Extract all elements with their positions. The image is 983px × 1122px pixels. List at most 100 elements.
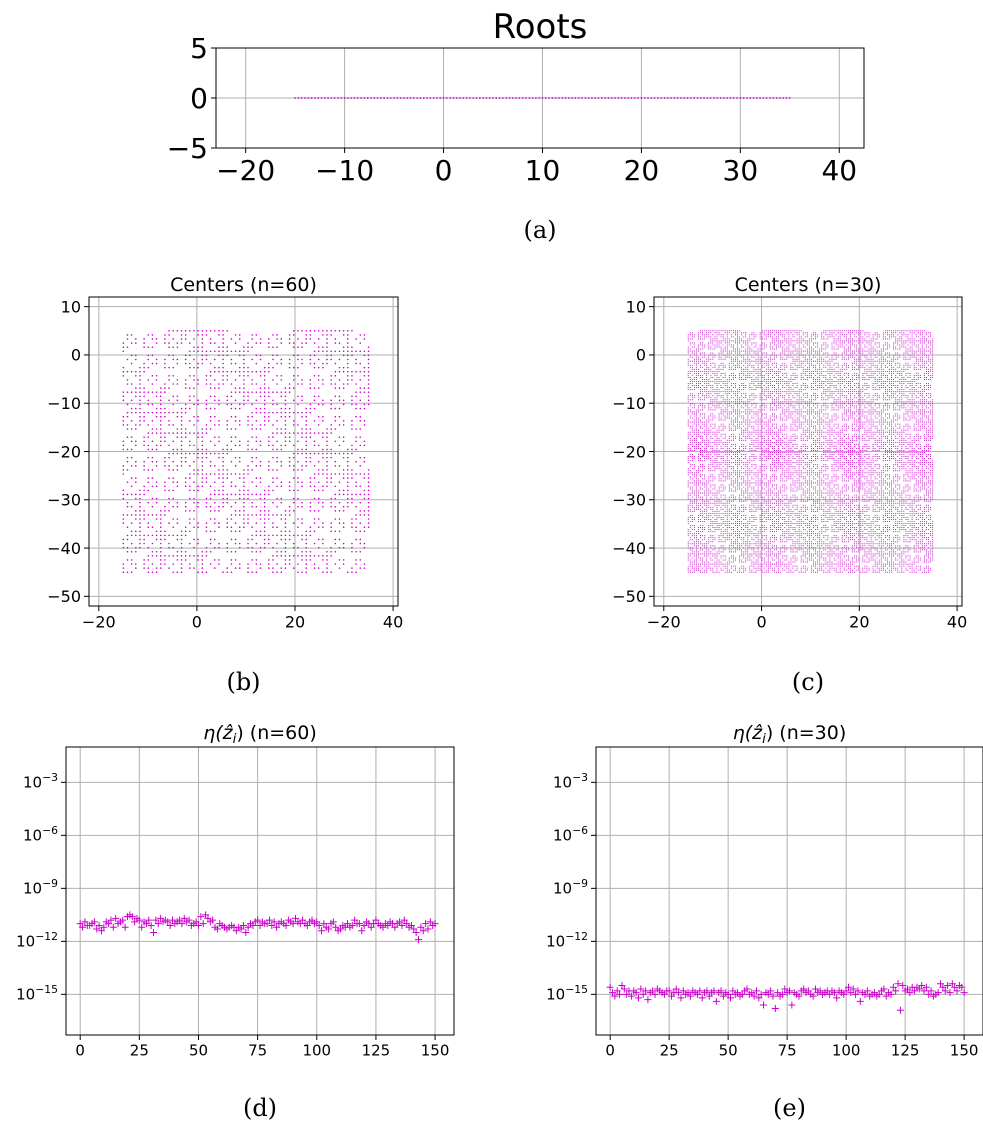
data-point [213, 407, 216, 410]
data-point [359, 379, 362, 381]
data-point [741, 462, 743, 464]
data-point [591, 97, 593, 99]
data-point [218, 387, 220, 389]
data-point [704, 571, 706, 573]
data-point [297, 563, 299, 565]
chart-title: Centers (n=60) [170, 274, 317, 296]
data-point [710, 551, 712, 553]
data-point [728, 551, 730, 553]
data-point [689, 425, 691, 427]
data-point [710, 559, 712, 561]
data-point [747, 419, 749, 421]
data-point [691, 490, 693, 492]
data-point [726, 399, 728, 401]
data-point [736, 533, 739, 535]
data-point [699, 449, 702, 452]
data-point [710, 423, 712, 425]
data-point [693, 423, 695, 425]
data-point [238, 424, 241, 426]
data-point [697, 447, 700, 450]
data-point [462, 97, 465, 99]
data-point [704, 346, 706, 348]
data-point [255, 514, 258, 516]
data-point [710, 496, 712, 498]
data-point [255, 354, 258, 357]
data-point [714, 470, 716, 472]
data-point [712, 395, 714, 397]
data-point [691, 441, 693, 443]
data-point [704, 555, 706, 557]
data-point [432, 97, 435, 99]
data-point [230, 362, 233, 365]
data-point [743, 508, 745, 510]
data-point [168, 346, 170, 348]
data-point [722, 559, 724, 561]
data-point [710, 401, 712, 403]
data-point [730, 366, 732, 368]
data-point [351, 379, 353, 381]
data-point [726, 382, 728, 385]
data-point [139, 534, 141, 537]
data-point [753, 557, 755, 559]
data-point [710, 399, 712, 401]
data-point [176, 538, 179, 541]
data-point [699, 370, 702, 372]
data-point [736, 453, 739, 456]
data-point [759, 456, 761, 458]
data-point [706, 393, 708, 395]
data-point [718, 401, 720, 403]
data-point [702, 405, 704, 407]
data-point [704, 330, 706, 332]
data-point [751, 421, 753, 423]
data-point [697, 445, 700, 447]
data-point [155, 550, 158, 553]
data-point [753, 364, 755, 366]
data-point [720, 378, 722, 381]
data-point [724, 460, 726, 462]
data-point [710, 348, 712, 350]
data-point [728, 391, 730, 393]
data-point [736, 423, 739, 425]
data-point [201, 448, 204, 451]
data-point [689, 464, 691, 466]
data-point [333, 97, 336, 99]
data-point [355, 428, 357, 430]
data-point [726, 537, 728, 539]
data-point [351, 375, 353, 377]
data-point [728, 478, 730, 480]
data-point [720, 447, 722, 450]
data-point [718, 449, 720, 452]
data-point [416, 97, 419, 99]
data-point [745, 350, 747, 352]
data-point [301, 358, 303, 361]
data-point [363, 489, 366, 492]
data-point [759, 338, 761, 340]
data-point [259, 424, 262, 426]
data-point [734, 411, 737, 413]
data-point [732, 350, 734, 352]
data-point [330, 481, 332, 483]
data-point [363, 444, 366, 447]
data-point [736, 468, 739, 470]
data-point [749, 567, 751, 569]
data-point [734, 480, 737, 482]
data-point [263, 415, 266, 418]
data-point [730, 456, 732, 458]
data-point [176, 571, 179, 574]
data-point [693, 378, 695, 381]
data-point [155, 338, 158, 340]
data-point [288, 436, 291, 438]
data-point [724, 571, 726, 573]
data-point [749, 545, 751, 547]
data-point [288, 485, 291, 488]
data-point [699, 547, 702, 549]
data-point [342, 563, 345, 565]
data-point [687, 364, 689, 366]
data-point [338, 501, 341, 504]
data-point [334, 485, 337, 488]
data-point [322, 522, 324, 524]
data-point [338, 350, 341, 353]
data-point [122, 440, 125, 443]
data-point [288, 559, 291, 561]
data-point [699, 405, 702, 407]
